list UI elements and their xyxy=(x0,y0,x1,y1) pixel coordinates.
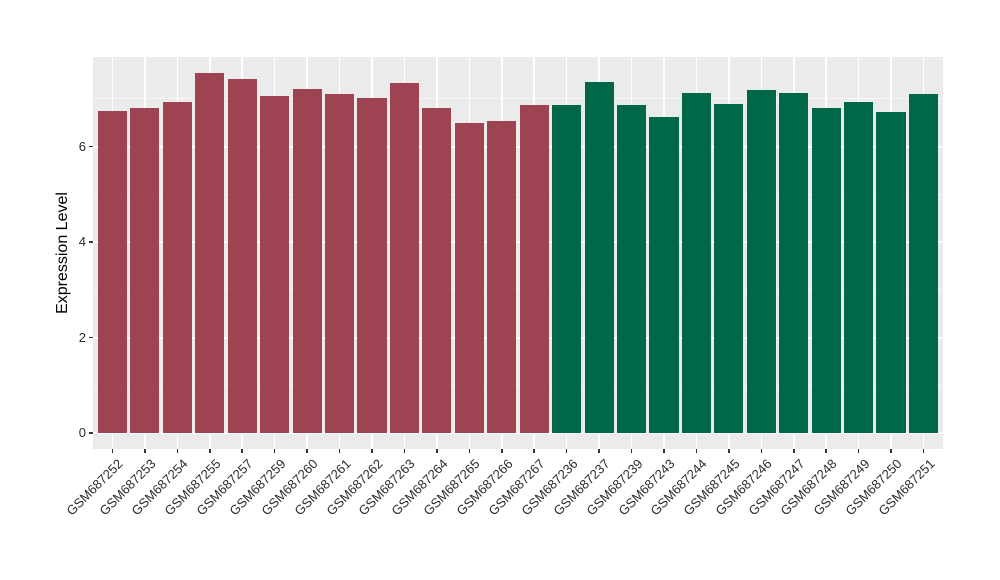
x-tick xyxy=(176,449,179,453)
bar-GSM687237 xyxy=(584,82,614,433)
x-tick-label: GSM687245 xyxy=(680,456,743,519)
x-tick-label: GSM687253 xyxy=(96,456,159,519)
bar-GSM687252 xyxy=(97,111,128,433)
x-tick-label: GSM687237 xyxy=(550,456,613,519)
x-tick xyxy=(306,449,308,453)
x-tick xyxy=(144,449,146,453)
x-tick xyxy=(436,449,438,453)
bar-GSM687249 xyxy=(844,102,874,433)
minor-gridline xyxy=(93,98,943,100)
x-tick xyxy=(565,449,568,453)
bar-GSM687243 xyxy=(649,116,679,433)
x-tick xyxy=(371,449,373,453)
bar-GSM687257 xyxy=(227,79,257,433)
x-tick-label: GSM687261 xyxy=(290,456,354,519)
bar-GSM687245 xyxy=(714,103,744,433)
bar-GSM687259 xyxy=(260,95,290,433)
bar-GSM687260 xyxy=(292,88,322,433)
plot-panel xyxy=(93,57,943,449)
x-tick-label: GSM687260 xyxy=(258,456,321,519)
bar-GSM687239 xyxy=(616,104,647,433)
x-tick-label: GSM687254 xyxy=(128,456,191,519)
bar-GSM687254 xyxy=(162,101,192,433)
bar-GSM687247 xyxy=(779,93,809,433)
bar-GSM687265 xyxy=(454,122,484,433)
x-tick xyxy=(890,449,892,453)
x-tick-label: GSM687265 xyxy=(420,456,483,519)
x-tick-label: GSM687251 xyxy=(874,456,938,519)
x-tick xyxy=(630,449,633,453)
x-tick xyxy=(209,449,211,453)
x-tick xyxy=(760,449,763,453)
x-tick-label: GSM687249 xyxy=(810,456,873,519)
x-tick-label: GSM687250 xyxy=(842,456,905,519)
x-tick xyxy=(922,449,925,453)
x-tick-label: GSM687248 xyxy=(777,456,840,519)
bar-GSM687261 xyxy=(324,93,355,433)
x-tick-label: GSM687246 xyxy=(712,456,775,519)
x-tick xyxy=(338,449,341,453)
bar-GSM687263 xyxy=(389,82,420,433)
y-axis-title: Expression Level xyxy=(50,57,76,449)
bar-GSM687253 xyxy=(130,107,160,433)
bar-GSM687248 xyxy=(811,107,841,433)
x-tick-label: GSM687243 xyxy=(615,456,678,519)
x-tick xyxy=(273,449,276,453)
y-axis-title-text: Expression Level xyxy=(54,192,71,314)
x-tick-label: GSM687262 xyxy=(323,456,386,519)
x-tick xyxy=(825,449,827,453)
bar-GSM687236 xyxy=(552,105,582,433)
x-tick xyxy=(468,449,471,453)
major-gridline xyxy=(93,241,943,243)
minor-gridline xyxy=(93,193,943,195)
minor-gridline xyxy=(93,384,943,386)
x-tick xyxy=(533,449,535,453)
minor-gridline xyxy=(93,289,943,291)
x-tick-label: GSM687255 xyxy=(161,456,224,519)
x-tick-label: GSM687252 xyxy=(63,456,127,519)
bar-GSM687244 xyxy=(681,93,712,433)
x-tick-label: GSM687236 xyxy=(518,456,581,519)
x-tick xyxy=(241,449,243,453)
major-gridline xyxy=(93,336,943,339)
bar-GSM687250 xyxy=(876,112,906,433)
x-tick-label: GSM687266 xyxy=(453,456,516,519)
major-gridline xyxy=(93,145,943,148)
x-tick-label: GSM687257 xyxy=(193,456,256,519)
x-tick-label: GSM687247 xyxy=(745,456,808,519)
bar-GSM687255 xyxy=(195,73,225,433)
x-tick-label: GSM687267 xyxy=(485,456,548,519)
x-tick xyxy=(111,449,114,453)
x-tick xyxy=(857,449,860,453)
bar-GSM687246 xyxy=(746,90,776,433)
x-tick-label: GSM687264 xyxy=(388,456,451,519)
x-tick-label: GSM687263 xyxy=(355,456,419,519)
x-tick xyxy=(695,449,698,453)
x-tick xyxy=(728,449,730,453)
bar-GSM687264 xyxy=(422,108,452,433)
x-tick xyxy=(793,449,795,453)
bar-GSM687267 xyxy=(519,105,549,433)
x-tick-label: GSM687239 xyxy=(582,456,646,519)
x-tick xyxy=(403,449,406,453)
major-gridline xyxy=(93,432,943,434)
x-tick-label: GSM687244 xyxy=(647,456,711,519)
bar-GSM687251 xyxy=(908,93,939,433)
x-tick xyxy=(501,449,503,453)
bar-GSM687266 xyxy=(487,121,517,433)
bar-GSM687262 xyxy=(357,97,387,433)
x-tick-label: GSM687259 xyxy=(226,456,289,519)
x-tick xyxy=(663,449,665,453)
x-tick xyxy=(598,449,600,453)
